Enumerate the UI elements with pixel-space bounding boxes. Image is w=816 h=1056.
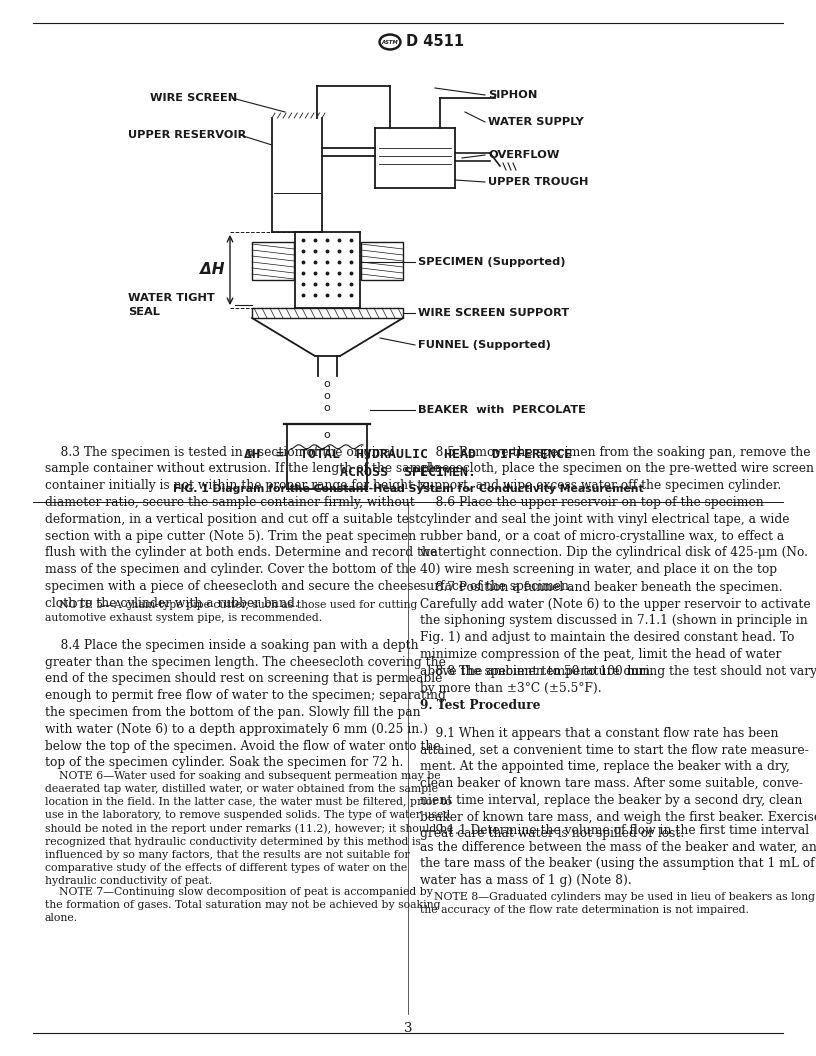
Text: D 4511: D 4511 (406, 35, 464, 50)
Ellipse shape (382, 37, 398, 48)
Ellipse shape (379, 34, 401, 50)
Bar (252, 308, 403, 318)
Text: o: o (324, 403, 330, 413)
Text: BEAKER  with  PERCOLATE: BEAKER with PERCOLATE (418, 406, 586, 415)
Text: UPPER RESERVOIR: UPPER RESERVOIR (128, 130, 246, 140)
Text: ΔH: ΔH (200, 263, 224, 278)
Text: WATER TIGHT: WATER TIGHT (128, 293, 215, 303)
Text: 9.1.1 Determine the volume of flow in the first time interval
as the difference : 9.1.1 Determine the volume of flow in th… (420, 824, 816, 887)
Text: OVERFLOW: OVERFLOW (488, 150, 560, 161)
Text: NOTE 8—Graduated cylinders may be used in lieu of beakers as long as
the accurac: NOTE 8—Graduated cylinders may be used i… (420, 892, 816, 916)
Text: SIPHON: SIPHON (488, 90, 538, 100)
Text: WIRE SCREEN: WIRE SCREEN (150, 93, 237, 103)
Text: NOTE 6—Water used for soaking and subsequent permeation may be
deaerated tap wat: NOTE 6—Water used for soaking and subseq… (45, 771, 453, 886)
Bar (361, 242, 403, 280)
Text: 9.1 When it appears that a constant flow rate has been
attained, set a convenien: 9.1 When it appears that a constant flow… (420, 727, 816, 841)
Text: 8.4 Place the specimen inside a soaking pan with a depth
greater than the specim: 8.4 Place the specimen inside a soaking … (45, 639, 446, 770)
Text: o: o (324, 391, 330, 401)
Text: NOTE 5—A chain-type pipe cutter, such as those used for cutting
automotive exhau: NOTE 5—A chain-type pipe cutter, such as… (45, 600, 417, 623)
Text: SEAL: SEAL (128, 307, 160, 317)
Text: o: o (324, 379, 330, 389)
Text: o: o (324, 430, 330, 439)
Text: 8.5 Remove the specimen from the soaking pan, remove the
cheesecloth, place the : 8.5 Remove the specimen from the soaking… (420, 446, 814, 593)
Text: ACROSS  SPECIMEN.: ACROSS SPECIMEN. (340, 467, 476, 479)
Text: 8.7 Position a funnel and beaker beneath the specimen.
Carefully add water (Note: 8.7 Position a funnel and beaker beneath… (420, 581, 811, 678)
Text: UPPER TROUGH: UPPER TROUGH (488, 177, 588, 187)
Bar (252, 242, 294, 280)
Text: FIG. 1 Diagram for the Constant-Head System for Conductivity Measurement: FIG. 1 Diagram for the Constant-Head Sys… (173, 484, 643, 494)
Text: WIRE SCREEN SUPPORT: WIRE SCREEN SUPPORT (418, 308, 569, 318)
Text: 3: 3 (404, 1021, 412, 1035)
Text: 8.8 The ambient temperature during the test should not vary
by more than ±3°C (±: 8.8 The ambient temperature during the t… (420, 665, 816, 695)
Text: NOTE 7—Continuing slow decomposition of peat is accompanied by
the formation of : NOTE 7—Continuing slow decomposition of … (45, 887, 441, 923)
Text: WATER SUPPLY: WATER SUPPLY (488, 117, 583, 127)
Text: 8.3 The specimen is tested in a section of the original
sample container without: 8.3 The specimen is tested in a section … (45, 446, 440, 609)
Text: FUNNEL (Supported): FUNNEL (Supported) (418, 340, 551, 350)
Text: SPECIMEN (Supported): SPECIMEN (Supported) (418, 257, 565, 267)
Text: ΔH  =  TOTAL  HYDRAULIC  HEAD  DIFFERENCE: ΔH = TOTAL HYDRAULIC HEAD DIFFERENCE (244, 449, 572, 461)
Text: ASTM: ASTM (382, 39, 398, 44)
Text: 9. Test Procedure: 9. Test Procedure (420, 699, 541, 712)
